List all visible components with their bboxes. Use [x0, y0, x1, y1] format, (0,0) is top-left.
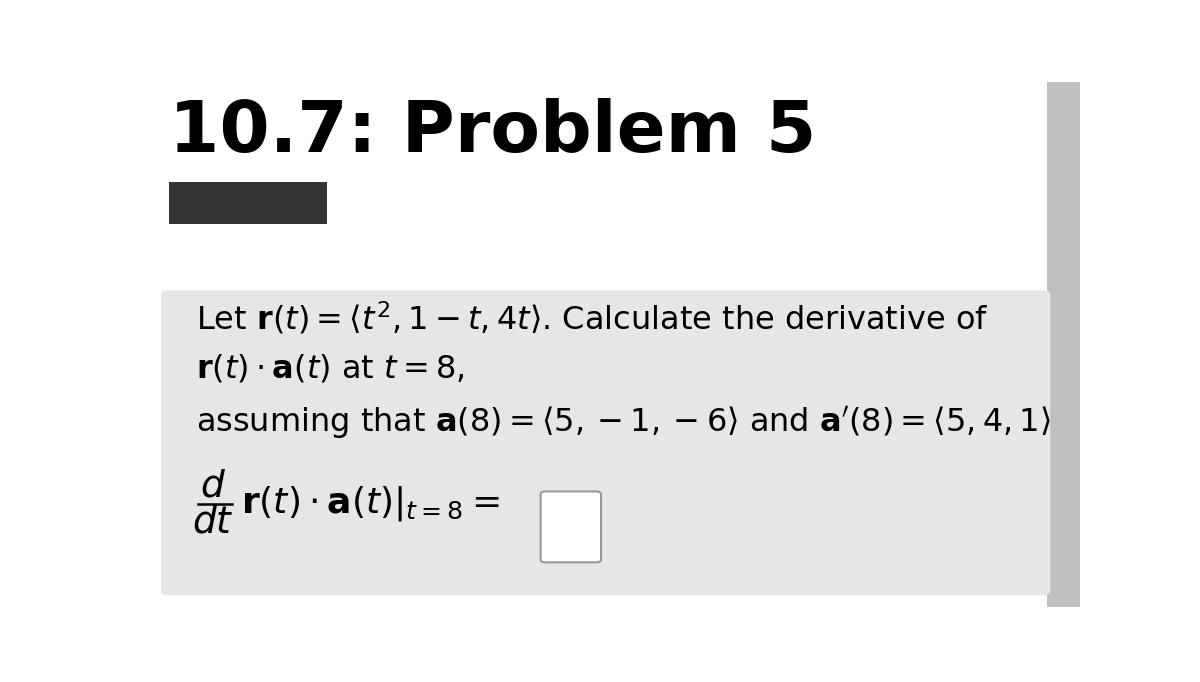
Text: $\mathbf{r}(t) \cdot \mathbf{a}(t)$ at $t = 8$,: $\mathbf{r}(t) \cdot \mathbf{a}(t)$ at $…: [197, 353, 466, 384]
FancyBboxPatch shape: [1048, 82, 1080, 607]
Text: 10.7: Problem 5: 10.7: Problem 5: [168, 98, 816, 166]
Text: Let $\mathbf{r}(t) = \langle t^2, 1-t, 4t \rangle$. Calculate the derivative of: Let $\mathbf{r}(t) = \langle t^2, 1-t, 4…: [197, 300, 989, 336]
Text: $\mathbf{r}(t) \cdot \mathbf{a}(t)|_{t=8} =$: $\mathbf{r}(t) \cdot \mathbf{a}(t)|_{t=8…: [241, 484, 499, 523]
Text: $d$: $d$: [200, 469, 227, 504]
FancyBboxPatch shape: [540, 492, 601, 563]
Text: assuming that $\mathbf{a}(8) = \langle 5, -1, -6 \rangle$ and $\mathbf{a}'(8) = : assuming that $\mathbf{a}(8) = \langle 5…: [197, 405, 1051, 441]
Text: $dt$: $dt$: [192, 505, 234, 541]
FancyBboxPatch shape: [161, 291, 1050, 595]
FancyBboxPatch shape: [168, 181, 326, 224]
